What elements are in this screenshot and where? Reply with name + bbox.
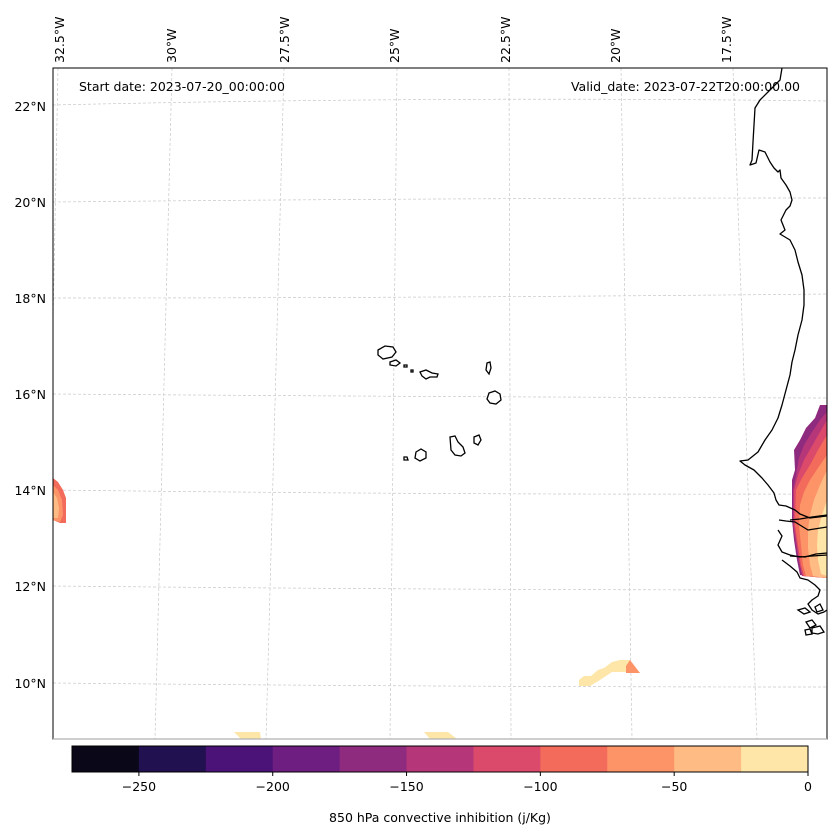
colorbar-segment <box>674 746 742 772</box>
longitude-tick-label: 20°W <box>608 28 623 63</box>
start-date-annotation: Start date: 2023-07-20_00:00:00 <box>79 79 285 94</box>
meridian-gridline <box>265 68 285 739</box>
border-gambia <box>789 514 827 521</box>
colorbar-segment <box>72 746 140 772</box>
colorbar-tick-label: −50 <box>661 779 687 794</box>
meridian-gridline <box>53 68 59 345</box>
colorbar-segment <box>741 746 809 772</box>
longitude-tick-label: 22.5°W <box>498 17 513 63</box>
meridian-gridline <box>508 68 512 739</box>
latitude-tick-label: 12°N <box>14 579 46 594</box>
parallel-gridline <box>53 489 827 495</box>
longitude-tick-label: 27.5°W <box>277 17 292 63</box>
border-guinea-bissau <box>789 552 827 558</box>
latitude-tick-label: 20°N <box>14 195 46 210</box>
cin-fill-patch-10n <box>579 660 640 686</box>
colorbar: −250 −200 −150 −100 −50 0 <box>71 745 812 794</box>
colorbar-segment <box>138 746 207 772</box>
colorbar-tick-label: −100 <box>523 779 557 794</box>
cin-fill-west-edge <box>53 478 66 523</box>
colorbar-label: 850 hPa convective inhibition (j/Kg) <box>329 810 551 825</box>
colorbar-segment <box>540 746 608 772</box>
colorbar-segment <box>607 746 675 772</box>
colorbar-segment <box>473 746 541 772</box>
latitude-tick-label: 22°N <box>14 99 46 114</box>
colorbar-segment <box>339 746 408 772</box>
map-area <box>53 68 827 739</box>
coastline-africa <box>739 68 827 615</box>
colorbar-tick-label: −150 <box>389 779 423 794</box>
parallel-gridline <box>53 585 827 591</box>
parallel-gridline <box>53 393 827 399</box>
valid-date-annotation: Valid_date: 2023-07-22T20:00:00.00 <box>571 79 800 94</box>
meridian-gridline <box>154 68 173 739</box>
meridian-gridline <box>620 68 633 739</box>
colorbar-segment <box>205 746 274 772</box>
longitude-tick-label: 25°W <box>387 28 402 63</box>
cin-fill-south-edge <box>234 732 457 739</box>
parallel-gridline <box>53 98 827 106</box>
latitude-labels: 22°N 20°N 18°N 16°N 14°N 12°N 10°N <box>14 99 46 691</box>
latitude-tick-label: 18°N <box>14 291 46 306</box>
colorbar-outline <box>71 745 809 773</box>
colorbar-tick-label: −250 <box>122 779 156 794</box>
latitude-tick-label: 14°N <box>14 483 46 498</box>
longitude-tick-label: 30°W <box>164 28 179 63</box>
meridian-gridline <box>732 68 758 739</box>
latitude-tick-label: 10°N <box>14 676 46 691</box>
parallel-gridline <box>53 293 827 299</box>
parallel-gridline <box>53 197 827 203</box>
colorbar-tick-label: −200 <box>256 779 290 794</box>
colorbar-segment <box>272 746 341 772</box>
latitude-tick-label: 16°N <box>14 387 46 402</box>
bijagos-islands <box>796 603 826 636</box>
meridian-gridline <box>389 68 398 739</box>
longitude-tick-label: 32.5°W <box>52 17 67 63</box>
longitude-tick-label: 17.5°W <box>719 17 734 63</box>
colorbar-segment <box>406 746 474 772</box>
parallel-gridline <box>53 682 827 688</box>
cape-verde-islands <box>377 345 502 462</box>
colorbar-tick-label: 0 <box>804 779 812 794</box>
gridlines <box>53 68 827 739</box>
longitude-labels: 32.5°W 30°W 27.5°W 25°W 22.5°W 20°W 17.5°W <box>52 17 734 63</box>
